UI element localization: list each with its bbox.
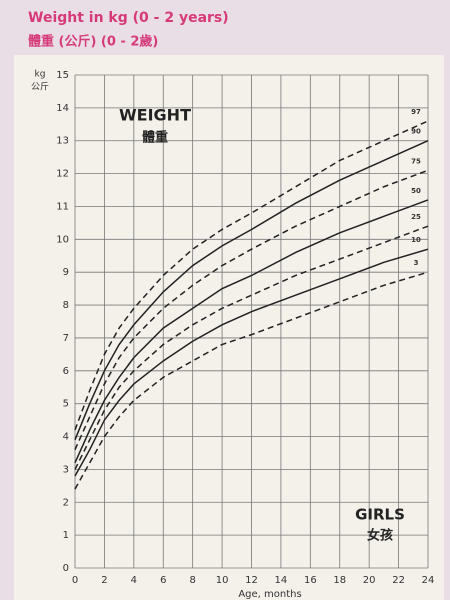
chart-subtitle: 體重 (公斤) (0 - 2歲) <box>28 34 158 50</box>
x-tick-label: 6 <box>160 575 166 586</box>
x-axis-label: Age, months <box>238 589 301 600</box>
percentile-line <box>74 140 429 441</box>
chart-title: Weight in kg (0 - 2 years) <box>28 10 229 26</box>
x-tick-label: 14 <box>275 575 288 586</box>
series-label: 75 <box>411 157 421 165</box>
percentile-line <box>74 225 429 470</box>
y-tick-label: 11 <box>56 201 69 212</box>
x-tick-label: 22 <box>392 575 405 586</box>
percentile-line <box>74 169 429 450</box>
annotation: 女孩 <box>367 528 393 544</box>
x-tick-label: 0 <box>72 575 78 586</box>
y-axis-label: kg <box>35 70 46 80</box>
percentile-line <box>74 248 429 477</box>
annotation: WEIGHT <box>119 106 191 125</box>
y-tick-label: 1 <box>63 530 69 541</box>
y-tick-label: 15 <box>56 70 69 81</box>
percentile-line <box>74 120 429 431</box>
y-tick-label: 3 <box>63 464 69 475</box>
y-tick-label: 9 <box>63 267 69 278</box>
x-tick-label: 12 <box>245 575 258 586</box>
y-tick-label: 12 <box>56 169 69 180</box>
series-label: 10 <box>411 236 421 244</box>
y-tick-label: 10 <box>56 234 69 245</box>
y-axis-label-zh: 公斤 <box>31 82 49 93</box>
series-label: 3 <box>414 259 419 267</box>
y-tick-label: 2 <box>63 497 69 508</box>
series-label: 50 <box>411 187 421 195</box>
annotation: GIRLS <box>355 506 405 524</box>
y-tick-label: 6 <box>63 366 69 377</box>
paper <box>14 55 444 600</box>
y-tick-label: 13 <box>56 136 69 147</box>
y-tick-label: 7 <box>63 333 69 344</box>
series-label: 25 <box>411 213 421 221</box>
y-tick-label: 4 <box>63 432 69 443</box>
x-tick-label: 18 <box>333 575 346 586</box>
y-tick-label: 8 <box>63 300 69 311</box>
x-tick-label: 4 <box>131 575 137 586</box>
annotation: 體重 <box>142 130 168 146</box>
x-tick-label: 10 <box>216 575 229 586</box>
x-tick-label: 2 <box>101 575 107 586</box>
series-label: 90 <box>411 128 421 136</box>
series-label: 97 <box>411 108 421 116</box>
x-tick-label: 8 <box>189 575 195 586</box>
y-tick-label: 0 <box>63 563 69 574</box>
x-tick-label: 24 <box>422 575 435 586</box>
y-tick-label: 5 <box>63 399 69 410</box>
x-tick-label: 20 <box>363 575 376 586</box>
x-tick-label: 16 <box>304 575 317 586</box>
percentile-line <box>74 199 429 464</box>
y-tick-label: 14 <box>56 103 69 114</box>
percentile-line <box>74 271 429 490</box>
